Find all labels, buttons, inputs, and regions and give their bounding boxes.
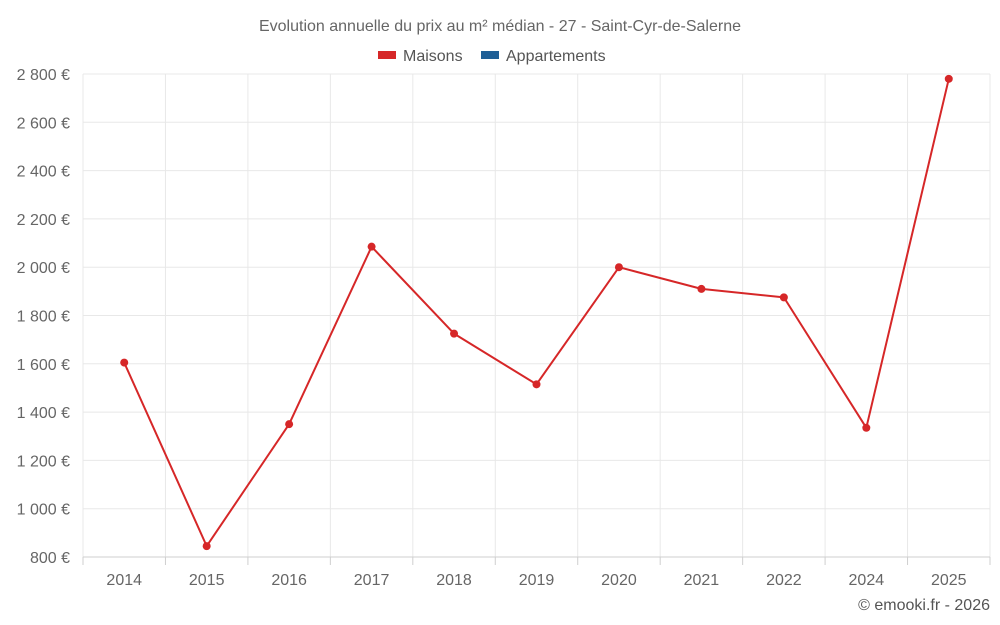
- data-point-maisons-2018[interactable]: [450, 329, 459, 338]
- data-point-maisons-2020[interactable]: [614, 263, 623, 272]
- data-point-maisons-2019[interactable]: [532, 380, 541, 389]
- y-tick-label: 1 200 €: [17, 453, 70, 470]
- data-point-maisons-2021[interactable]: [697, 284, 706, 293]
- legend-label-maisons: Maisons: [403, 48, 463, 65]
- data-point-maisons-2025[interactable]: [944, 74, 953, 83]
- x-tick-label: 2016: [271, 572, 307, 589]
- legend-swatch-maisons: [378, 51, 396, 59]
- x-tick-label: 2020: [601, 572, 637, 589]
- x-tick-label: 2024: [849, 572, 885, 589]
- x-tick-label: 2022: [766, 572, 802, 589]
- x-tick-label: 2019: [519, 572, 555, 589]
- x-tick-label: 2014: [106, 572, 142, 589]
- legend-label-appartements: Appartements: [506, 48, 606, 65]
- x-tick-label: 2015: [189, 572, 225, 589]
- x-tick-label: 2025: [931, 572, 967, 589]
- y-tick-label: 1 800 €: [17, 309, 70, 326]
- y-tick-label: 800 €: [30, 550, 70, 567]
- legend-item-maisons[interactable]: Maisons: [378, 48, 463, 65]
- legend-swatch-appartements: [481, 51, 499, 59]
- y-tick-label: 2 600 €: [17, 115, 70, 132]
- x-tick-label: 2017: [354, 572, 390, 589]
- data-point-maisons-2015[interactable]: [202, 542, 211, 551]
- y-tick-label: 1 600 €: [17, 357, 70, 374]
- y-tick-label: 2 000 €: [17, 260, 70, 277]
- y-tick-label: 2 800 €: [17, 67, 70, 84]
- legend-item-appartements[interactable]: Appartements: [481, 48, 606, 65]
- y-tick-label: 2 200 €: [17, 212, 70, 229]
- data-point-maisons-2024[interactable]: [862, 423, 871, 432]
- data-point-maisons-2022[interactable]: [779, 293, 788, 302]
- y-tick-label: 1 000 €: [17, 502, 70, 519]
- x-gridlines: [82, 74, 991, 565]
- legend: Maisons Appartements: [378, 48, 606, 65]
- data-point-maisons-2017[interactable]: [367, 242, 376, 251]
- y-tick-label: 2 400 €: [17, 164, 70, 181]
- y-axis-ticks: 800 € 1 000 € 1 200 € 1 400 € 1 600 € 1 800 €…: [17, 67, 70, 567]
- series-maisons-points: [120, 74, 953, 551]
- y-tick-label: 1 400 €: [17, 405, 70, 422]
- y-gridlines: [83, 73, 990, 510]
- chart-title: Evolution annuelle du prix au m² médian …: [259, 18, 741, 35]
- data-point-maisons-2016[interactable]: [285, 420, 294, 429]
- x-axis-ticks: 2014 2015 2016 2017 2018 2019 2020 2021 2022 2024…: [106, 572, 966, 589]
- data-point-maisons-2014[interactable]: [120, 358, 129, 367]
- credit-text: © emooki.fr - 2026: [858, 597, 990, 614]
- x-tick-label: 2021: [684, 572, 720, 589]
- x-tick-label: 2018: [436, 572, 472, 589]
